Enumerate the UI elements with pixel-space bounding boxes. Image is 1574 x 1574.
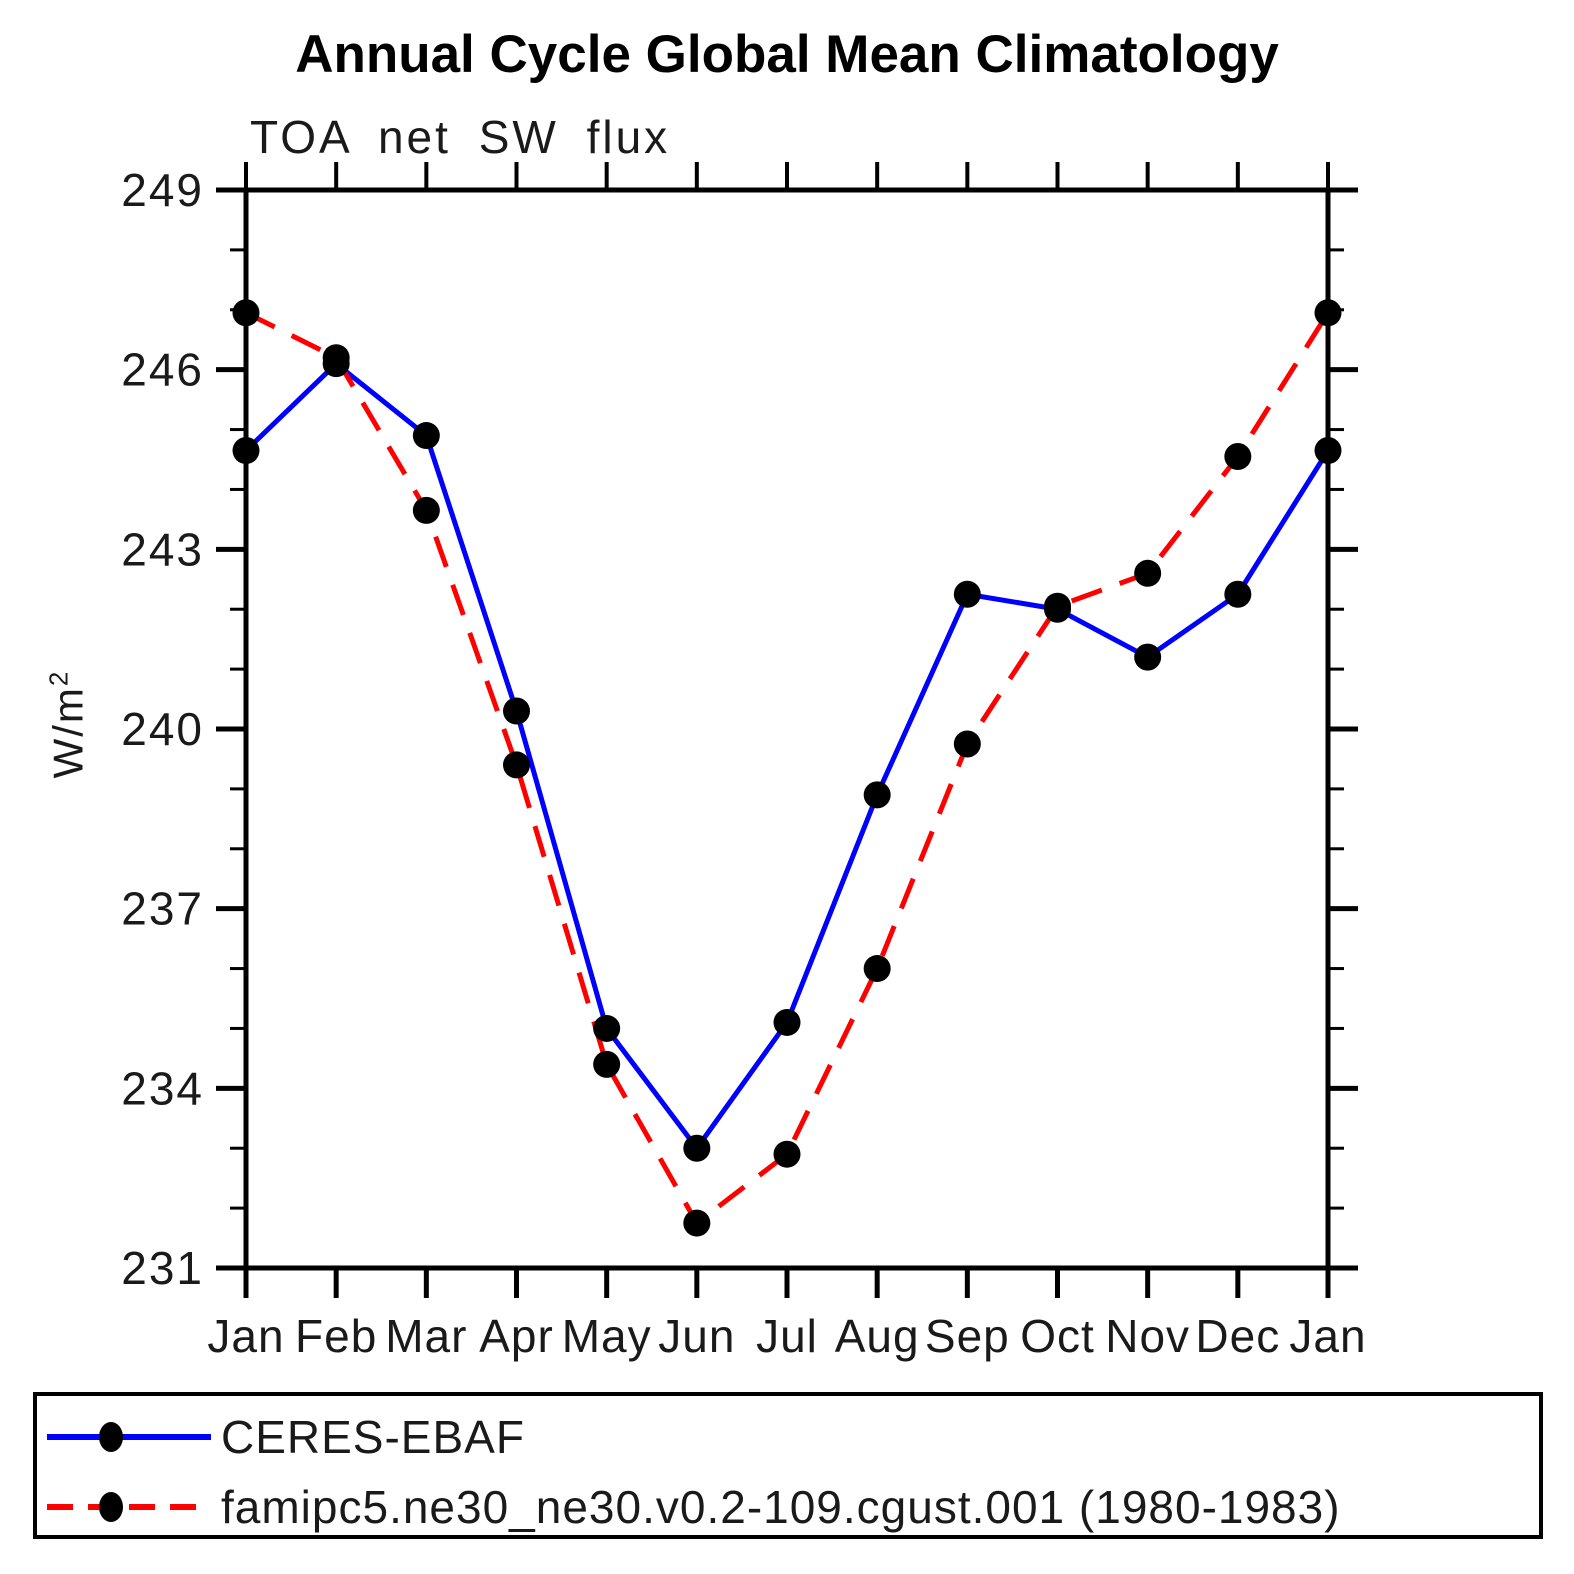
data-point-marker-series-0 (1224, 580, 1252, 608)
y-axis-tick-label: 237 (121, 883, 204, 935)
data-point-marker-series-1 (322, 344, 350, 372)
x-axis-tick-label: Oct (1020, 1310, 1095, 1362)
data-point-marker-series-1 (683, 1209, 711, 1237)
x-axis-tick-label: Feb (295, 1310, 377, 1362)
x-axis-tick-label: Jul (756, 1310, 818, 1362)
data-point-marker-series-1 (1314, 299, 1342, 327)
y-axis-tick-label: 231 (121, 1242, 204, 1294)
x-axis-tick-label: Jun (658, 1310, 735, 1362)
legend-entry-famipc5: famipc5.ne30_ne30.v0.2-109.cgust.001 (19… (45, 1480, 1341, 1534)
y-axis-tick-label: 234 (121, 1062, 204, 1114)
x-axis-tick-label: Apr (479, 1310, 554, 1362)
data-point-marker-series-0 (863, 781, 891, 809)
data-point-marker-series-0 (412, 422, 440, 450)
data-point-marker-series-1 (1224, 443, 1252, 471)
x-axis-tick-label: Nov (1105, 1310, 1190, 1362)
data-point-marker-series-0 (503, 697, 530, 725)
data-point-marker-series-1 (773, 1140, 801, 1168)
x-axis-tick-label: Mar (385, 1310, 467, 1362)
legend-label-ceres: CERES-EBAF (221, 1411, 525, 1463)
legend-entry-ceres: CERES-EBAF (45, 1410, 525, 1464)
data-point-marker-series-0 (1314, 437, 1342, 465)
y-axis-tick-label: 249 (121, 164, 204, 216)
data-point-marker-series-0 (1134, 643, 1162, 671)
chart-subtitle: TOA net SW flux (250, 111, 671, 163)
y-axis-tick-label: 246 (121, 344, 204, 396)
data-point-marker-series-0 (683, 1134, 711, 1162)
legend-marker-dot (99, 1422, 123, 1452)
data-point-marker-series-1 (593, 1050, 621, 1078)
x-axis-tick-label: Sep (925, 1310, 1010, 1362)
data-point-marker-series-1 (412, 496, 440, 524)
chart-title: Annual Cycle Global Mean Climatology (295, 25, 1279, 84)
data-point-marker-series-0 (773, 1008, 801, 1036)
y-axis-tick-label: 243 (121, 523, 204, 575)
x-axis-tick-label: Dec (1195, 1310, 1280, 1362)
x-axis-tick-label: Aug (835, 1310, 920, 1362)
data-point-marker-series-1 (1044, 592, 1071, 620)
legend-sample-dashed-line (47, 1492, 211, 1522)
y-axis-tick-label: 240 (121, 703, 204, 755)
plot-frame (243, 187, 1331, 1271)
data-point-marker-series-1 (232, 299, 260, 327)
data-point-marker-series-0 (232, 437, 260, 465)
series-line-1 (244, 310, 1331, 1226)
data-point-marker-series-1 (953, 730, 981, 758)
legend-marker-dot (99, 1492, 123, 1522)
data-point-marker-series-0 (953, 580, 981, 608)
x-axis-tick-label: Jan (207, 1310, 284, 1362)
legend-label-famipc5: famipc5.ne30_ne30.v0.2-109.cgust.001 (19… (221, 1481, 1341, 1533)
y-axis-title-exponent: 2 (43, 669, 74, 687)
x-axis-tick-label: Jan (1289, 1310, 1366, 1362)
y-axis-title: W/m2 (44, 670, 93, 779)
legend-sample-solid-line (47, 1422, 211, 1452)
legend-box: CERES-EBAF famipc5.ne30_ne30.v0.2-109.cg… (33, 1392, 1543, 1539)
x-axis-tick-label: May (562, 1310, 652, 1362)
data-point-marker-series-1 (1134, 559, 1162, 587)
y-axis-title-base: W/m (44, 686, 92, 779)
data-point-marker-series-0 (593, 1014, 621, 1042)
data-point-marker-series-1 (863, 955, 891, 983)
data-point-marker-series-1 (503, 751, 530, 779)
